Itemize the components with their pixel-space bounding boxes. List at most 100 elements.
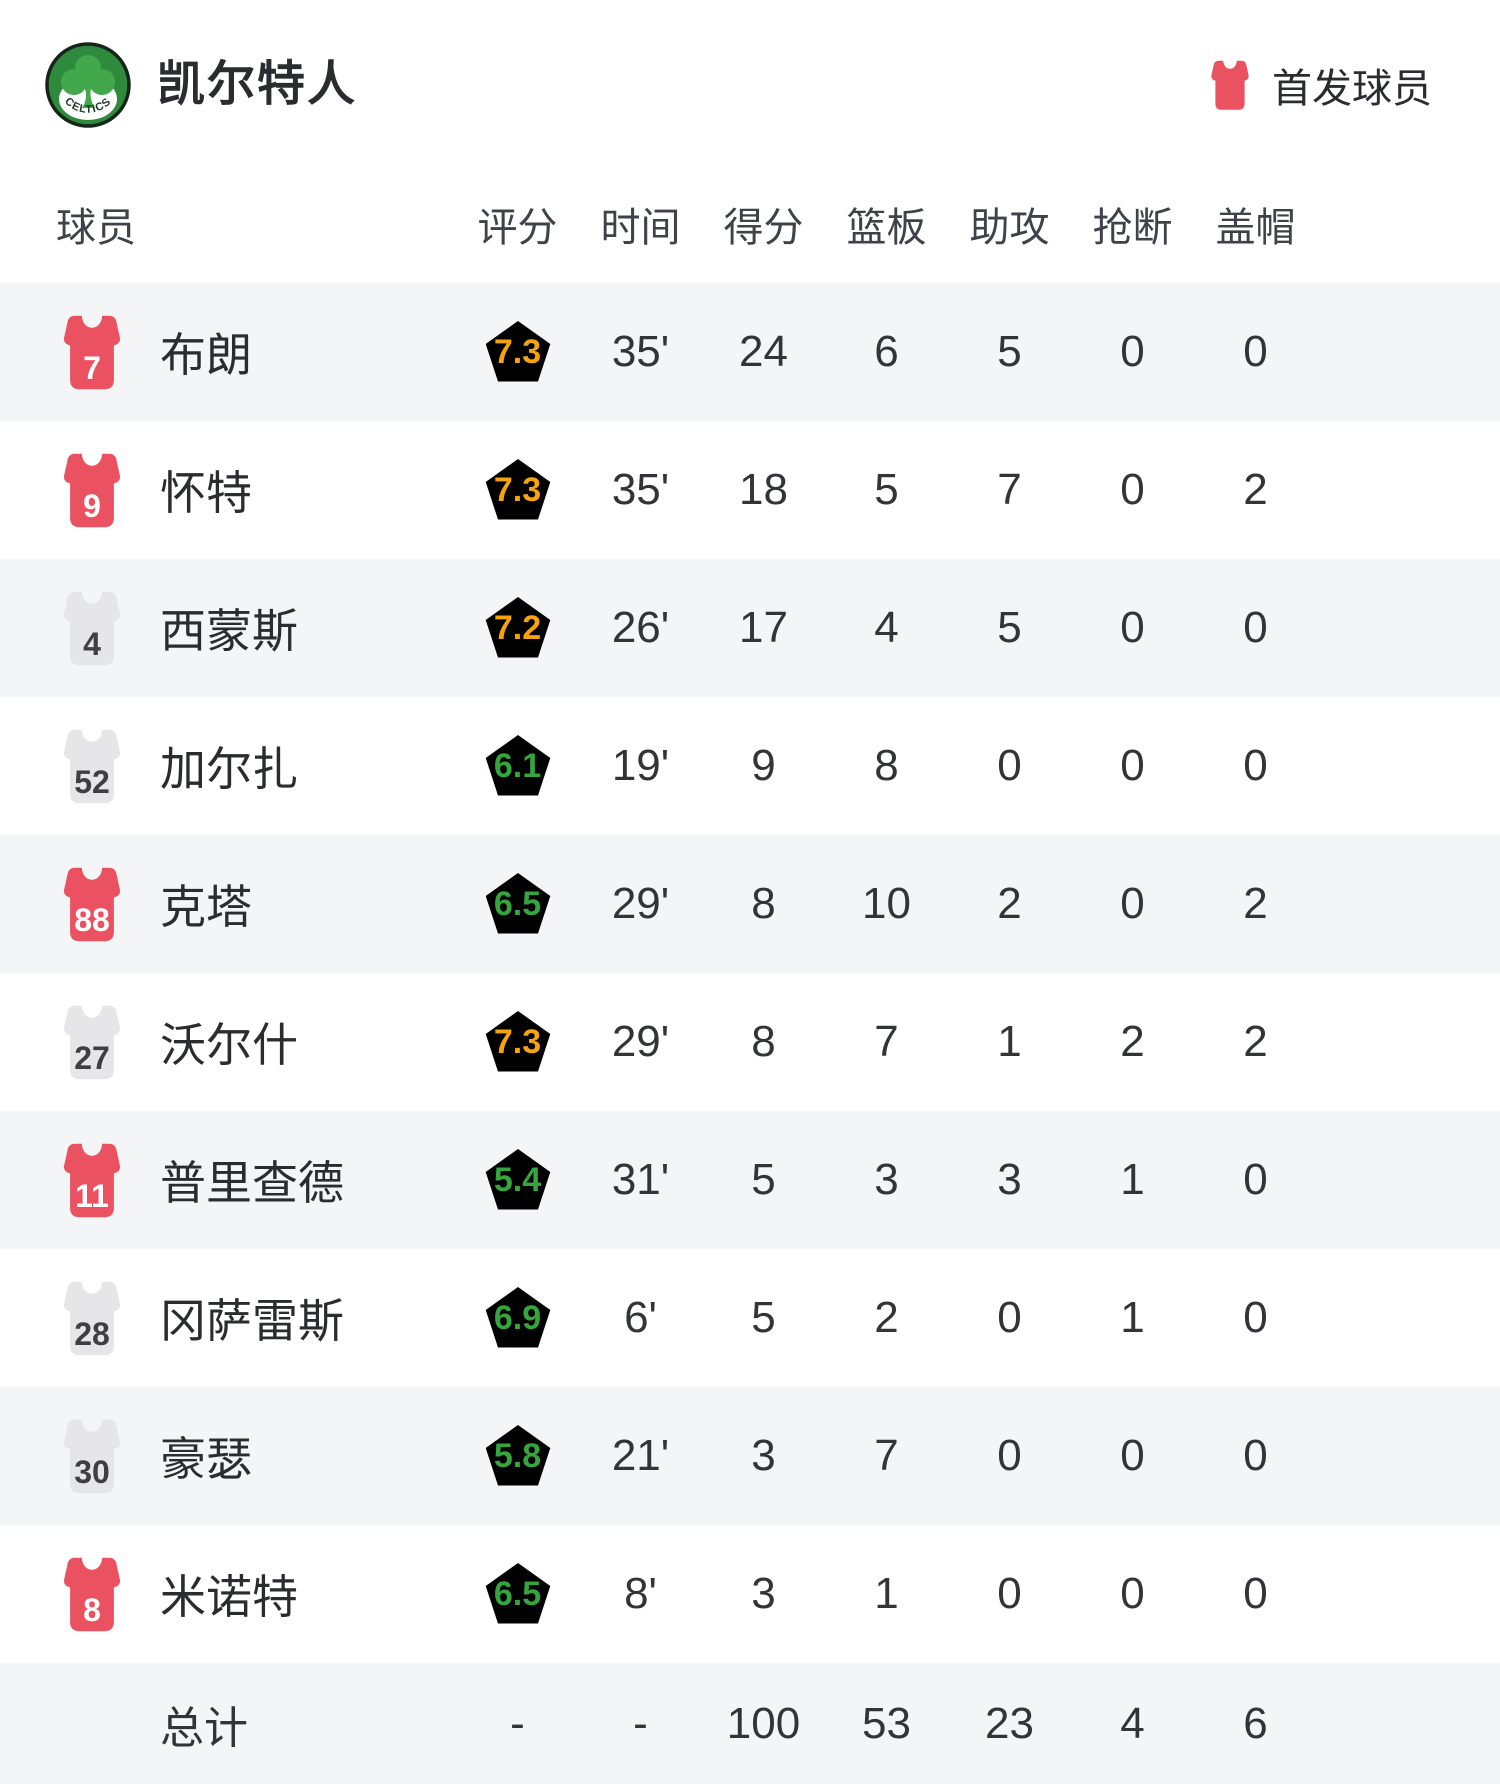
blocks-cell: 2 (1243, 879, 1268, 928)
jersey-number: 88 (74, 902, 110, 938)
player-cell: 9 怀特 (0, 451, 456, 529)
totals-rebounds: 53 (862, 1698, 911, 1748)
column-player: 球员 (56, 206, 136, 250)
column-assists: 助攻 (969, 206, 1050, 250)
blocks-cell: 0 (1243, 741, 1268, 790)
points-cell: 5 (751, 1293, 776, 1342)
steals-cell: 2 (1120, 1017, 1145, 1066)
steals-cell: 0 (1120, 327, 1145, 376)
player-name: 克塔 (160, 881, 252, 933)
rating-badge: 7.2 (476, 586, 560, 670)
player-name: 西蒙斯 (160, 605, 298, 657)
assists-cell: 1 (997, 1017, 1022, 1066)
column-rebounds: 篮板 (846, 206, 927, 250)
time-cell: 31' (611, 1155, 670, 1204)
jersey-number: 9 (83, 488, 101, 524)
jersey-icon: 27 (56, 1003, 128, 1081)
assists-cell: 0 (997, 1431, 1022, 1480)
rating-cell: 6.1 (456, 724, 579, 808)
jersey-icon: 7 (56, 313, 128, 391)
rebounds-cell: 7 (874, 1431, 899, 1480)
table-row[interactable]: 7 布朗 7.3 35' 24 6 5 0 0 (0, 283, 1500, 421)
column-time: 时间 (600, 206, 681, 250)
table-row[interactable]: 4 西蒙斯 7.2 26' 17 4 5 0 0 (0, 559, 1500, 697)
steals-cell: 1 (1120, 1155, 1145, 1204)
totals-time: - (633, 1698, 648, 1748)
jersey-number: 30 (74, 1454, 110, 1490)
blocks-cell: 0 (1243, 1431, 1268, 1480)
time-cell: 19' (611, 741, 670, 790)
points-cell: 18 (739, 465, 788, 514)
jersey-icon: 9 (56, 451, 128, 529)
player-cell: 52 加尔扎 (0, 727, 456, 805)
svg-text:CELTICS: CELTICS (62, 95, 113, 116)
jersey-icon: 88 (56, 865, 128, 943)
rating-cell: 7.3 (456, 310, 579, 394)
table-row[interactable]: 11 普里查德 5.4 31' 5 3 3 1 0 (0, 1111, 1500, 1249)
rebounds-cell: 8 (874, 741, 899, 790)
points-cell: 8 (751, 879, 776, 928)
rating-value: 5.4 (493, 1161, 542, 1199)
jersey-icon: 30 (56, 1417, 128, 1495)
steals-cell: 0 (1120, 741, 1145, 790)
rating-value: 7.3 (493, 471, 542, 509)
player-cell: 8 米诺特 (0, 1555, 456, 1633)
jersey-icon: 4 (56, 589, 128, 667)
player-name: 米诺特 (160, 1571, 298, 1623)
table-row[interactable]: 30 豪瑟 5.8 21' 3 7 0 0 0 (0, 1387, 1500, 1525)
player-name: 怀特 (160, 467, 252, 519)
player-cell: 7 布朗 (0, 313, 456, 391)
table-row[interactable]: 9 怀特 7.3 35' 18 5 7 0 2 (0, 421, 1500, 559)
rating-badge: 6.5 (476, 1552, 560, 1636)
blocks-cell: 0 (1243, 1155, 1268, 1204)
player-cell: 11 普里查德 (0, 1141, 456, 1219)
blocks-cell: 2 (1243, 465, 1268, 514)
totals-row: 总计 - - 100 53 23 4 6 (0, 1663, 1500, 1784)
rating-value: 6.1 (493, 747, 542, 785)
jersey-icon: 11 (56, 1141, 128, 1219)
rebounds-cell: 3 (874, 1155, 899, 1204)
table-row[interactable]: 52 加尔扎 6.1 19' 9 8 0 0 0 (0, 697, 1500, 835)
blocks-cell: 2 (1243, 1017, 1268, 1066)
table-body: 7 布朗 7.3 35' 24 6 5 0 0 9 怀特 7.3 (0, 283, 1500, 1663)
jersey-icon: 8 (56, 1555, 128, 1633)
assists-cell: 5 (997, 327, 1022, 376)
rebounds-cell: 6 (874, 327, 899, 376)
column-rating: 评分 (477, 206, 558, 250)
player-name: 冈萨雷斯 (160, 1295, 344, 1347)
blocks-cell: 0 (1243, 327, 1268, 376)
player-cell: 27 沃尔什 (0, 1003, 456, 1081)
rating-value: 6.9 (493, 1299, 542, 1337)
starter-legend: 首发球员 (1206, 42, 1432, 128)
time-cell: 6' (624, 1293, 657, 1342)
totals-assists: 23 (985, 1698, 1034, 1748)
totals-blocks: 6 (1243, 1698, 1268, 1748)
rating-value: 6.5 (493, 885, 542, 923)
rebounds-cell: 2 (874, 1293, 899, 1342)
table-row[interactable]: 88 克塔 6.5 29' 8 10 2 0 2 (0, 835, 1500, 973)
time-cell: 29' (611, 1017, 670, 1066)
points-cell: 3 (751, 1431, 776, 1480)
table-row[interactable]: 28 冈萨雷斯 6.9 6' 5 2 0 1 0 (0, 1249, 1500, 1387)
rebounds-cell: 7 (874, 1017, 899, 1066)
rating-value: 7.2 (493, 609, 542, 647)
rating-badge: 6.1 (476, 724, 560, 808)
jersey-icon: 52 (56, 727, 128, 805)
starter-legend-label: 首发球员 (1272, 67, 1432, 111)
time-cell: 21' (611, 1431, 670, 1480)
points-cell: 24 (739, 327, 788, 376)
totals-points: 100 (726, 1698, 801, 1748)
table-row[interactable]: 27 沃尔什 7.3 29' 8 7 1 2 2 (0, 973, 1500, 1111)
rating-value: 6.5 (493, 1575, 542, 1613)
table-row[interactable]: 8 米诺特 6.5 8' 3 1 0 0 0 (0, 1525, 1500, 1663)
time-cell: 35' (611, 327, 670, 376)
player-cell: 4 西蒙斯 (0, 589, 456, 667)
team-name: 凯尔特人 (157, 58, 358, 111)
rating-cell: 7.3 (456, 1000, 579, 1084)
player-name: 沃尔什 (160, 1019, 298, 1071)
assists-cell: 0 (997, 1293, 1022, 1342)
rating-badge: 5.4 (476, 1138, 560, 1222)
rating-cell: 6.5 (456, 862, 579, 946)
rating-cell: 7.2 (456, 586, 579, 670)
rating-badge: 5.8 (476, 1414, 560, 1498)
